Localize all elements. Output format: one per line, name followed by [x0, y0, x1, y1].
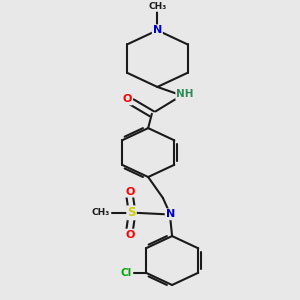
Text: O: O: [125, 230, 134, 240]
Text: CH₃: CH₃: [148, 2, 166, 11]
Text: O: O: [122, 94, 132, 104]
Text: NH: NH: [176, 89, 194, 99]
Text: CH₃: CH₃: [91, 208, 110, 217]
Text: S: S: [127, 206, 136, 219]
Text: N: N: [153, 25, 162, 35]
Text: O: O: [125, 187, 134, 196]
Text: Cl: Cl: [120, 268, 131, 278]
Text: N: N: [166, 209, 175, 219]
